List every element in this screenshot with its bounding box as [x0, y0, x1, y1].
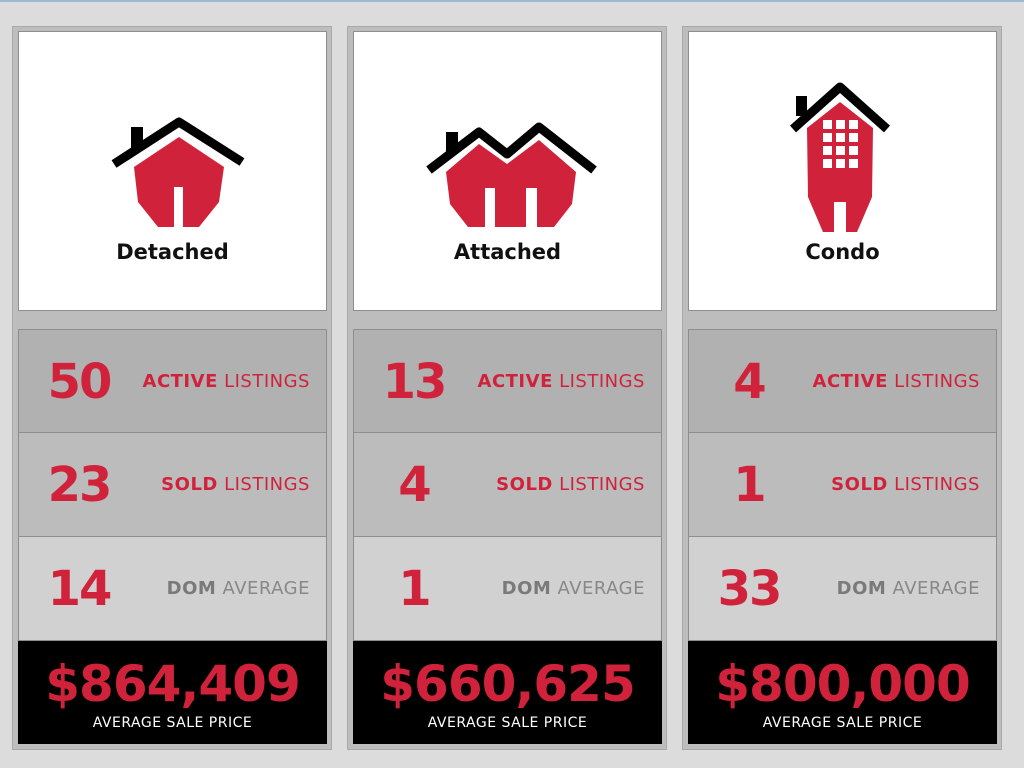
average-sale-price-label: AVERAGE SALE PRICE [762, 715, 923, 731]
sold-listings-count: 4 [398, 457, 431, 513]
column-condo: Condo 4 ACTIVE LISTINGS 1 SOLD LISTINGS … [682, 26, 1002, 750]
active-listings-label: ACTIVE LISTINGS [477, 371, 645, 392]
active-listings-label: ACTIVE LISTINGS [812, 371, 980, 392]
sold-listings-row: 23 SOLD LISTINGS [18, 433, 327, 537]
property-type-card: Condo [688, 31, 997, 311]
active-listings-count: 50 [47, 354, 113, 410]
property-type-card: Attached [353, 31, 662, 311]
dom-average-label: DOM AVERAGE [166, 578, 310, 599]
active-listings-count: 13 [382, 354, 448, 410]
dom-average-count: 33 [717, 561, 783, 617]
property-type-card: Detached [18, 31, 327, 311]
average-sale-price-panel: $800,000 AVERAGE SALE PRICE [688, 641, 997, 744]
sold-listings-count: 23 [47, 457, 113, 513]
average-sale-price-value: $800,000 [715, 655, 971, 713]
dom-average-row: 14 DOM AVERAGE [18, 537, 327, 641]
top-border [0, 0, 1024, 2]
column-detached: Detached 50 ACTIVE LISTINGS 23 SOLD LIST… [12, 26, 332, 750]
active-listings-label: ACTIVE LISTINGS [142, 371, 310, 392]
sold-listings-label: SOLD LISTINGS [496, 474, 645, 495]
sold-listings-row: 1 SOLD LISTINGS [688, 433, 997, 537]
sold-listings-row: 4 SOLD LISTINGS [353, 433, 662, 537]
attached-house-icon [426, 122, 597, 227]
average-sale-price-panel: $660,625 AVERAGE SALE PRICE [353, 641, 662, 744]
sold-listings-label: SOLD LISTINGS [831, 474, 980, 495]
property-type-label: Attached [453, 240, 562, 264]
active-listings-row: 4 ACTIVE LISTINGS [688, 329, 997, 433]
average-sale-price-label: AVERAGE SALE PRICE [92, 715, 253, 731]
dom-average-label: DOM AVERAGE [836, 578, 980, 599]
property-type-label: Detached [116, 240, 229, 264]
column-attached: Attached 13 ACTIVE LISTINGS 4 SOLD LISTI… [347, 26, 667, 750]
average-sale-price-panel: $864,409 AVERAGE SALE PRICE [18, 641, 327, 744]
sold-listings-label: SOLD LISTINGS [161, 474, 310, 495]
active-listings-count: 4 [733, 354, 766, 410]
active-listings-row: 13 ACTIVE LISTINGS [353, 329, 662, 433]
dom-average-label: DOM AVERAGE [501, 578, 645, 599]
average-sale-price-value: $660,625 [380, 655, 636, 713]
dom-average-row: 1 DOM AVERAGE [353, 537, 662, 641]
sold-listings-count: 1 [733, 457, 766, 513]
dom-average-row: 33 DOM AVERAGE [688, 537, 997, 641]
average-sale-price-value: $864,409 [45, 655, 301, 713]
detached-house-icon [111, 117, 245, 227]
dom-average-count: 1 [398, 561, 431, 617]
active-listings-row: 50 ACTIVE LISTINGS [18, 329, 327, 433]
dom-average-count: 14 [47, 561, 113, 617]
average-sale-price-label: AVERAGE SALE PRICE [427, 715, 588, 731]
property-type-label: Condo [805, 240, 880, 264]
condo-building-icon [790, 82, 890, 232]
